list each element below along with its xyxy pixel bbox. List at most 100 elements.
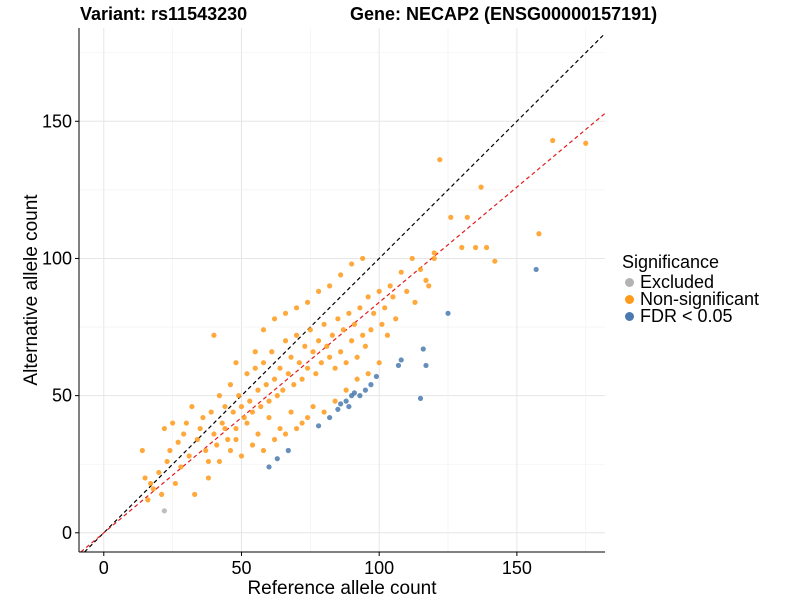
point-non-significant (409, 255, 415, 262)
point-non-significant (230, 409, 236, 415)
point-non-significant (332, 365, 338, 371)
legend-item-fdr: FDR < 0.05 (622, 306, 759, 326)
point-non-significant (241, 414, 247, 421)
legend-label-fdr: FDR < 0.05 (640, 306, 733, 326)
point-non-significant (197, 425, 203, 432)
point-non-significant (203, 447, 209, 454)
point-non-significant (384, 332, 391, 338)
point-non-significant (142, 475, 148, 481)
legend: Significance Excluded Non-significant FD… (622, 252, 759, 325)
y-tick-label: 100 (42, 248, 72, 268)
point-non-significant (459, 244, 465, 251)
point-non-significant (390, 294, 396, 300)
point-fdr-0-05 (533, 266, 539, 273)
point-non-significant (194, 436, 201, 443)
point-non-significant (249, 442, 256, 448)
data-points (139, 137, 589, 514)
point-fdr-0-05 (420, 346, 426, 352)
x-tick-label: 0 (99, 558, 109, 578)
legend-item-excluded: Excluded (622, 272, 759, 292)
legend-label-excluded: Excluded (640, 272, 715, 292)
point-fdr-0-05 (351, 390, 357, 396)
point-non-significant (332, 398, 338, 404)
point-non-significant (376, 288, 382, 294)
point-non-significant (216, 458, 223, 465)
point-non-significant (296, 360, 302, 366)
grid (79, 28, 605, 552)
point-fdr-0-05 (445, 310, 451, 316)
legend-marker-non-significant (625, 295, 634, 304)
point-non-significant (365, 294, 371, 300)
reference-line-1 (80, 112, 606, 553)
point-non-significant (340, 327, 346, 333)
point-non-significant (431, 250, 437, 256)
point-non-significant (307, 327, 313, 333)
point-non-significant (255, 387, 261, 393)
point-fdr-0-05 (368, 382, 374, 388)
point-non-significant (236, 393, 242, 399)
point-non-significant (172, 480, 178, 487)
point-non-significant (349, 261, 355, 267)
point-non-significant (186, 453, 192, 459)
chart-title-variant: Variant: rs11543230 (80, 4, 248, 24)
point-non-significant (315, 288, 322, 294)
point-non-significant (260, 360, 267, 366)
point-non-significant (244, 371, 250, 377)
y-tick-label: 50 (52, 386, 72, 406)
point-non-significant (315, 338, 322, 344)
point-non-significant (293, 332, 300, 338)
x-tick-label: 150 (502, 558, 532, 578)
point-non-significant (483, 244, 490, 251)
point-non-significant (329, 332, 335, 338)
y-tick-label: 150 (42, 111, 72, 131)
point-non-significant (310, 349, 316, 355)
reference-lines (80, 33, 606, 553)
point-non-significant (304, 365, 311, 371)
point-non-significant (175, 439, 181, 445)
y-axis-label: Alternative allele count (21, 194, 42, 386)
x-tick-label: 100 (364, 558, 394, 578)
point-non-significant (478, 184, 484, 190)
point-non-significant (417, 266, 424, 273)
point-non-significant (266, 398, 272, 404)
point-non-significant (282, 431, 289, 437)
point-non-significant (398, 269, 404, 275)
point-non-significant (304, 299, 311, 305)
point-non-significant (274, 393, 280, 399)
point-non-significant (472, 244, 479, 251)
point-non-significant (338, 349, 344, 355)
point-non-significant (159, 491, 165, 497)
point-non-significant (238, 403, 245, 410)
point-non-significant (282, 310, 289, 316)
point-fdr-0-05 (338, 401, 344, 407)
point-non-significant (211, 332, 217, 338)
point-non-significant (288, 354, 294, 360)
point-non-significant (269, 349, 275, 355)
point-fdr-0-05 (315, 423, 322, 429)
point-fdr-0-05 (362, 387, 369, 393)
point-non-significant (464, 214, 470, 220)
point-fdr-0-05 (266, 464, 272, 470)
point-non-significant (393, 316, 399, 322)
point-non-significant (252, 349, 258, 355)
point-non-significant (382, 305, 388, 311)
point-non-significant (260, 447, 267, 454)
point-non-significant (233, 360, 239, 366)
point-non-significant (222, 425, 228, 432)
axes: 0 50 100 150 0 50 100 150 (42, 28, 605, 578)
point-non-significant (365, 371, 371, 377)
point-non-significant (357, 305, 363, 311)
point-non-significant (252, 365, 258, 371)
point-non-significant (178, 464, 184, 470)
point-non-significant (219, 420, 225, 426)
point-non-significant (205, 475, 212, 481)
legend-title: Significance (622, 252, 720, 272)
point-non-significant (324, 343, 330, 349)
point-excluded (161, 508, 167, 514)
point-non-significant (200, 414, 206, 421)
point-fdr-0-05 (274, 456, 280, 462)
point-non-significant (271, 316, 278, 322)
point-non-significant (225, 436, 231, 443)
point-non-significant (321, 409, 327, 415)
